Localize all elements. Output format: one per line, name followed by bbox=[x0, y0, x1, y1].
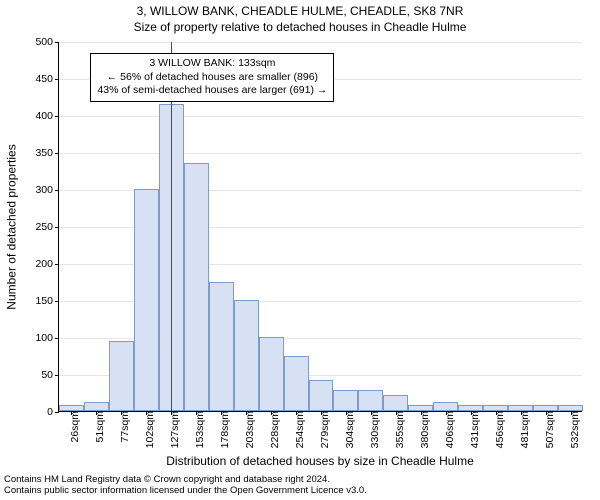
histogram-bar bbox=[333, 390, 358, 411]
footer-line-2: Contains public sector information licen… bbox=[4, 485, 596, 496]
y-tick-label: 0 bbox=[47, 406, 59, 418]
gridline bbox=[59, 42, 582, 43]
x-tick-label: 304sqm bbox=[342, 411, 356, 448]
x-tick-label: 228sqm bbox=[267, 411, 281, 448]
x-tick-label: 380sqm bbox=[417, 411, 431, 448]
x-tick-label: 431sqm bbox=[467, 411, 481, 448]
histogram-bar bbox=[383, 395, 408, 411]
x-tick-label: 178sqm bbox=[217, 411, 231, 448]
histogram-bar bbox=[234, 300, 259, 411]
title-line-2: Size of property relative to detached ho… bbox=[0, 20, 600, 36]
x-tick-label: 51sqm bbox=[92, 411, 106, 443]
chart-container: 3, WILLOW BANK, CHEADLE HULME, CHEADLE, … bbox=[0, 0, 600, 500]
annotation-line-3: 43% of semi-detached houses are larger (… bbox=[97, 84, 327, 98]
histogram-bar bbox=[134, 189, 159, 411]
y-axis-label: Number of detached properties bbox=[4, 42, 20, 412]
histogram-bar bbox=[309, 380, 334, 411]
x-tick-label: 26sqm bbox=[67, 411, 81, 443]
x-tick-label: 127sqm bbox=[167, 411, 181, 448]
histogram-bar bbox=[284, 356, 309, 412]
x-tick-label: 532sqm bbox=[567, 411, 581, 448]
x-tick-label: 456sqm bbox=[492, 411, 506, 448]
x-tick-label: 355sqm bbox=[392, 411, 406, 448]
y-tick-label: 350 bbox=[35, 147, 59, 159]
histogram-bar bbox=[184, 163, 209, 411]
y-tick-label: 450 bbox=[35, 73, 59, 85]
y-tick-label: 500 bbox=[35, 36, 59, 48]
x-tick-label: 507sqm bbox=[542, 411, 556, 448]
y-tick-label: 200 bbox=[35, 258, 59, 270]
y-tick-label: 400 bbox=[35, 110, 59, 122]
histogram-bar bbox=[109, 341, 134, 411]
y-tick-label: 150 bbox=[35, 295, 59, 307]
title-line-1: 3, WILLOW BANK, CHEADLE HULME, CHEADLE, … bbox=[0, 0, 600, 20]
gridline bbox=[59, 116, 582, 117]
gridline bbox=[59, 153, 582, 154]
x-tick-label: 102sqm bbox=[142, 411, 156, 448]
histogram-bar bbox=[358, 390, 383, 411]
annotation-box: 3 WILLOW BANK: 133sqm← 56% of detached h… bbox=[90, 53, 334, 102]
x-tick-label: 254sqm bbox=[292, 411, 306, 448]
x-tick-label: 279sqm bbox=[317, 411, 331, 448]
y-tick-label: 100 bbox=[35, 332, 59, 344]
histogram-bar bbox=[259, 337, 284, 411]
footer-line-1: Contains HM Land Registry data © Crown c… bbox=[4, 474, 596, 485]
x-tick-label: 406sqm bbox=[442, 411, 456, 448]
x-tick-label: 153sqm bbox=[192, 411, 206, 448]
attribution-footer: Contains HM Land Registry data © Crown c… bbox=[4, 474, 596, 497]
annotation-line-1: 3 WILLOW BANK: 133sqm bbox=[97, 57, 327, 71]
y-tick-label: 50 bbox=[41, 369, 59, 381]
x-axis-label: Distribution of detached houses by size … bbox=[58, 454, 582, 468]
histogram-bar bbox=[209, 282, 234, 412]
plot-area: 05010015020025030035040045050026sqm51sqm… bbox=[58, 42, 582, 412]
x-tick-label: 330sqm bbox=[367, 411, 381, 448]
x-tick-label: 77sqm bbox=[117, 411, 131, 443]
x-tick-label: 203sqm bbox=[242, 411, 256, 448]
y-tick-label: 250 bbox=[35, 221, 59, 233]
y-tick-label: 300 bbox=[35, 184, 59, 196]
histogram-bar bbox=[433, 402, 458, 411]
x-tick-label: 481sqm bbox=[517, 411, 531, 448]
annotation-line-2: ← 56% of detached houses are smaller (89… bbox=[97, 71, 327, 85]
